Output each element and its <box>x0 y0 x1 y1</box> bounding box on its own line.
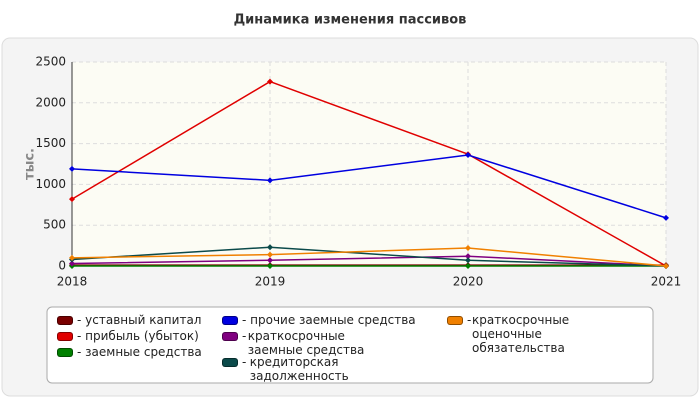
legend-item[interactable]: - краткосрочные оценочные обязательства <box>447 313 637 355</box>
legend-dash: - <box>77 313 86 327</box>
x-tick-label: 2020 <box>453 275 484 289</box>
legend-label: краткосрочные оценочные обязательства <box>472 313 570 355</box>
y-tick-label: 1000 <box>35 177 66 191</box>
legend-label: уставный капитал <box>85 313 202 327</box>
point <box>465 152 471 159</box>
y-tick-label: 2000 <box>35 95 66 109</box>
point <box>267 78 273 85</box>
point <box>465 257 471 264</box>
legend-swatch <box>447 316 463 325</box>
series-line <box>71 247 667 267</box>
legend-dash: - <box>242 313 251 327</box>
legend-swatch <box>222 358 238 367</box>
x-tick-label: 2021 <box>651 275 682 289</box>
legend-item[interactable]: - краткосрочные заемные средства <box>222 329 402 357</box>
legend-dash: - <box>77 329 86 343</box>
point <box>69 196 75 203</box>
legend-item[interactable]: - уставный капитал <box>57 313 207 327</box>
legend-swatch <box>222 332 238 341</box>
legend-dash: - <box>242 329 247 357</box>
point <box>69 254 75 261</box>
plot-area <box>72 62 666 266</box>
chart-title: Динамика изменения пассивов <box>234 13 467 28</box>
point <box>267 177 273 184</box>
point <box>663 263 669 269</box>
x-tick-label: 2019 <box>255 275 286 289</box>
legend-dash: - <box>242 355 247 383</box>
legend-swatch <box>57 316 73 325</box>
series-line <box>71 255 667 267</box>
point <box>267 244 273 251</box>
y-tick-label: 500 <box>43 218 66 232</box>
legend-swatch <box>57 348 73 357</box>
point <box>465 253 471 260</box>
y-tick-label: 0 <box>58 259 66 273</box>
point <box>69 165 75 172</box>
series-line <box>71 80 667 267</box>
point <box>267 263 273 269</box>
series-line <box>71 246 667 267</box>
legend-item[interactable]: - прибыль (убыток) <box>57 329 207 343</box>
y-tick-label: 1500 <box>35 136 66 150</box>
legend-dash: - <box>77 345 86 359</box>
legend-label: заемные средства <box>85 345 202 359</box>
series-line <box>71 154 667 219</box>
point <box>663 214 669 221</box>
point <box>267 251 273 258</box>
x-tick-label: 2018 <box>57 275 88 289</box>
legend-swatch <box>222 316 238 325</box>
legend-item[interactable]: - прочие заемные средства <box>222 313 432 327</box>
legend-swatch <box>57 332 73 341</box>
legend-label: прибыль (убыток) <box>85 329 199 343</box>
point <box>69 260 75 267</box>
legend-label: кредиторская задолженность <box>249 355 349 383</box>
y-axis-label: тыс. <box>23 148 38 180</box>
legend-label: прочие заемные средства <box>250 313 416 327</box>
legend-box <box>46 306 654 384</box>
legend-item[interactable]: - кредиторская задолженность <box>222 355 432 383</box>
point <box>465 245 471 252</box>
legend-dash: - <box>467 313 472 341</box>
legend-label: краткосрочные заемные средства <box>247 329 365 357</box>
y-tick-label: 2500 <box>35 55 66 69</box>
legend-item[interactable]: - заемные средства <box>57 345 207 359</box>
point <box>465 263 471 269</box>
point <box>267 257 273 264</box>
